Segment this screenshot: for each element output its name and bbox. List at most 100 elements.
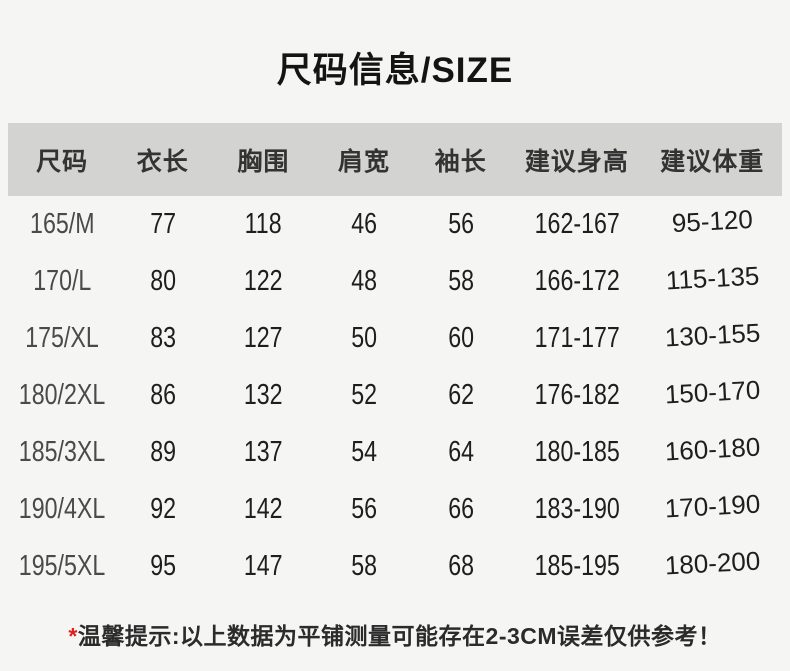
cell-text: 160-180 xyxy=(663,431,761,467)
size-cell: 165/M xyxy=(8,208,116,241)
note-asterisk: * xyxy=(68,623,78,649)
column-header: 建议体重 xyxy=(660,147,765,176)
value-cell: 92 xyxy=(116,493,209,526)
column-header: 尺码 xyxy=(36,147,89,176)
value-cell: 115-135 xyxy=(643,261,782,297)
value-cell: 185-195 xyxy=(511,550,643,583)
cell-text: 147 xyxy=(244,550,283,582)
column-header: 肩宽 xyxy=(338,147,391,176)
cell-text: 46 xyxy=(351,208,377,240)
note: *温馨提示:以上数据为平铺测量可能存在2-3CM误差仅供参考！ xyxy=(0,617,790,651)
value-cell: 171-177 xyxy=(511,322,643,355)
value-cell: 52 xyxy=(318,379,411,412)
cell-text: 89 xyxy=(149,436,176,468)
value-cell: 183-190 xyxy=(511,493,643,526)
size-cell: 170/L xyxy=(8,265,116,298)
value-cell: 56 xyxy=(410,208,511,241)
cell-text: 137 xyxy=(244,436,283,468)
table-row: 180/2XL 86 132 52 62 176-182 150-170 xyxy=(8,367,782,424)
table-row: 185/3XL 89 137 54 64 180-185 160-180 xyxy=(8,424,782,481)
cell-text: 171-177 xyxy=(534,322,620,354)
cell-text: 50 xyxy=(351,322,377,354)
value-cell: 56 xyxy=(318,493,411,526)
cell-text: 166-172 xyxy=(534,265,620,297)
size-cell: 180/2XL xyxy=(8,379,116,412)
table-row: 195/5XL 95 147 58 68 185-195 180-200 xyxy=(8,538,782,595)
value-cell: 58 xyxy=(318,550,411,583)
value-cell: 80 xyxy=(116,265,209,298)
cell-text: 176-182 xyxy=(534,379,620,411)
value-cell: 147 xyxy=(209,550,317,583)
cell-text: 175/XL xyxy=(25,322,99,354)
table-row: 165/M 77 118 46 56 162-167 95-120 xyxy=(8,196,782,253)
value-cell: 66 xyxy=(410,493,511,526)
value-cell: 58 xyxy=(410,265,511,298)
column-header: 胸围 xyxy=(237,147,290,176)
cell-text: 115-135 xyxy=(664,260,760,296)
cell-text: 95-120 xyxy=(670,203,754,239)
cell-text: 52 xyxy=(351,379,377,411)
value-cell: 95 xyxy=(116,550,209,583)
cell-text: 170-190 xyxy=(663,488,761,524)
cell-text: 190/4XL xyxy=(18,493,106,525)
cell-text: 185-195 xyxy=(534,550,620,582)
cell-text: 180-185 xyxy=(534,436,620,468)
cell-text: 162-167 xyxy=(534,208,620,240)
note-text: 以上数据为平铺测量可能存在2-3CM误差仅供参考！ xyxy=(180,623,722,649)
value-cell: 166-172 xyxy=(511,265,643,298)
table-header-row: 尺码 衣长 胸围 肩宽 袖长 建议身高 建议体重 xyxy=(8,123,782,196)
size-cell: 175/XL xyxy=(8,322,116,355)
value-cell: 180-200 xyxy=(643,546,782,582)
value-cell: 160-180 xyxy=(643,432,782,468)
page-title: 尺码信息/SIZE xyxy=(276,51,514,90)
cell-text: 95 xyxy=(149,550,176,582)
value-cell: 176-182 xyxy=(511,379,643,412)
cell-text: 64 xyxy=(447,436,474,468)
cell-text: 130-155 xyxy=(663,317,761,353)
cell-text: 83 xyxy=(149,322,176,354)
cell-text: 165/M xyxy=(29,208,95,240)
cell-text: 183-190 xyxy=(534,493,620,525)
value-cell: 62 xyxy=(410,379,511,412)
value-cell: 48 xyxy=(318,265,411,298)
value-cell: 137 xyxy=(209,436,317,469)
value-cell: 142 xyxy=(209,493,317,526)
cell-text: 92 xyxy=(149,493,176,525)
cell-text: 60 xyxy=(447,322,474,354)
cell-text: 58 xyxy=(447,265,474,297)
cell-text: 86 xyxy=(149,379,176,411)
value-cell: 64 xyxy=(410,436,511,469)
cell-text: 195/5XL xyxy=(18,550,106,582)
value-cell: 77 xyxy=(116,208,209,241)
cell-text: 77 xyxy=(149,208,176,240)
value-cell: 118 xyxy=(209,208,317,241)
value-cell: 150-170 xyxy=(643,375,782,411)
value-cell: 54 xyxy=(318,436,411,469)
cell-text: 180-200 xyxy=(663,545,761,581)
size-table: 尺码 衣长 胸围 肩宽 袖长 建议身高 建议体重 165/M 77 118 46 56 162-167… xyxy=(8,123,782,595)
column-header: 袖长 xyxy=(434,147,487,176)
value-cell: 83 xyxy=(116,322,209,355)
cell-text: 142 xyxy=(244,493,283,525)
cell-text: 48 xyxy=(351,265,377,297)
size-cell: 195/5XL xyxy=(8,550,116,583)
value-cell: 122 xyxy=(209,265,317,298)
value-cell: 89 xyxy=(116,436,209,469)
note-label: 温馨提示: xyxy=(77,623,181,649)
size-cell: 185/3XL xyxy=(8,436,116,469)
cell-text: 132 xyxy=(244,379,283,411)
table-row: 170/L 80 122 48 58 166-172 115-135 xyxy=(8,253,782,310)
size-cell: 190/4XL xyxy=(8,493,116,526)
cell-text: 122 xyxy=(244,265,283,297)
value-cell: 95-120 xyxy=(643,204,782,240)
cell-text: 80 xyxy=(149,265,176,297)
column-header: 建议身高 xyxy=(524,147,629,176)
value-cell: 127 xyxy=(209,322,317,355)
cell-text: 170/L xyxy=(33,265,92,297)
cell-text: 56 xyxy=(447,208,474,240)
value-cell: 162-167 xyxy=(511,208,643,241)
column-header: 衣长 xyxy=(136,147,189,176)
cell-text: 185/3XL xyxy=(18,436,106,468)
table-row: 175/XL 83 127 50 60 171-177 130-155 xyxy=(8,310,782,367)
